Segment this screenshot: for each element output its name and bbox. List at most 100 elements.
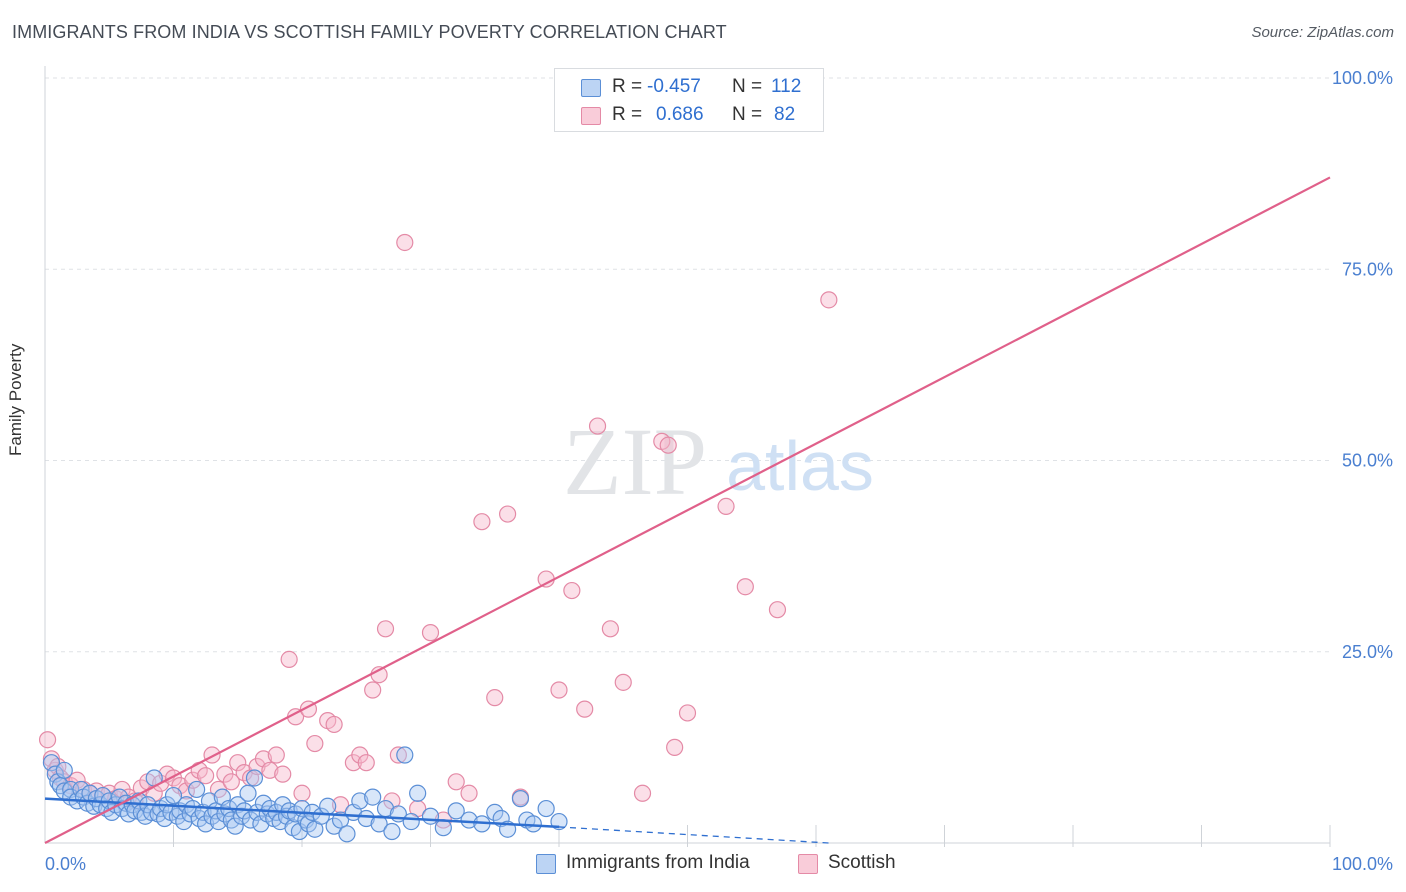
n-label: N = bbox=[732, 76, 763, 97]
chart-title: IMMIGRANTS FROM INDIA VS SCOTTISH FAMILY… bbox=[12, 22, 727, 42]
y-tick-label: 50.0% bbox=[1342, 451, 1393, 471]
watermark-zip: ZIP bbox=[563, 408, 707, 515]
y-tick-label: 100.0% bbox=[1332, 68, 1393, 88]
scottish-point bbox=[550, 681, 568, 699]
scottish-point bbox=[357, 754, 375, 772]
n-label: N = bbox=[732, 104, 763, 125]
india-point bbox=[155, 809, 174, 828]
scottish-point bbox=[820, 291, 838, 309]
r-label: R = bbox=[612, 76, 643, 97]
scottish-point bbox=[666, 738, 684, 756]
gridlines bbox=[45, 77, 1330, 653]
y-tick-label: 75.0% bbox=[1342, 259, 1393, 279]
legend-label-india: Immigrants from India bbox=[566, 852, 750, 873]
india-point bbox=[357, 809, 375, 828]
india-legend-swatch bbox=[536, 854, 556, 874]
trend-lines bbox=[44, 176, 1331, 844]
india-point bbox=[188, 780, 206, 799]
india-trend-extension bbox=[558, 826, 829, 844]
scottish-point bbox=[486, 689, 504, 707]
india-point bbox=[486, 803, 504, 822]
x-tick-label-min: 0.0% bbox=[45, 854, 86, 874]
scottish-legend-swatch bbox=[798, 854, 818, 874]
scottish-point bbox=[331, 796, 350, 814]
india-point bbox=[55, 761, 73, 779]
source-label: Source: ZipAtlas.com bbox=[1251, 24, 1394, 41]
r-value-india: -0.457 bbox=[647, 76, 701, 97]
india-point bbox=[421, 807, 440, 825]
india-point bbox=[245, 769, 264, 787]
scottish-point bbox=[563, 581, 581, 600]
scottish-point bbox=[229, 754, 247, 772]
scottish-point bbox=[460, 784, 478, 802]
series-scottish-points bbox=[38, 233, 838, 829]
india-swatch bbox=[581, 79, 601, 97]
scottish-swatch bbox=[581, 107, 601, 125]
stats-row-india: R = -0.457 N = 112 bbox=[555, 73, 823, 101]
scottish-point bbox=[261, 761, 279, 779]
stats-row-scottish: R = 0.686 N = 82 bbox=[555, 101, 823, 129]
india-point bbox=[511, 790, 530, 808]
series-india-points bbox=[42, 746, 568, 843]
india-point bbox=[396, 746, 414, 764]
scottish-point bbox=[601, 620, 620, 638]
r-value-scottish: 0.686 bbox=[656, 104, 704, 125]
scottish-point bbox=[274, 765, 292, 783]
india-point bbox=[226, 817, 244, 835]
scottish-point bbox=[222, 773, 240, 791]
scottish-point bbox=[306, 734, 324, 753]
india-point bbox=[164, 786, 183, 805]
scottish-point bbox=[614, 673, 632, 691]
scottish-point bbox=[717, 497, 735, 515]
axes bbox=[44, 66, 1331, 847]
scottish-point bbox=[396, 233, 414, 252]
scottish-point bbox=[537, 570, 555, 588]
scottish-point bbox=[768, 601, 787, 619]
scottish-point bbox=[499, 505, 517, 523]
x-tick-label-max: 100.0% bbox=[1332, 854, 1393, 874]
india-point bbox=[460, 811, 478, 829]
india-point bbox=[351, 792, 369, 810]
india-point bbox=[319, 797, 337, 815]
india-point bbox=[252, 815, 270, 833]
india-point bbox=[364, 788, 382, 806]
scottish-point bbox=[473, 513, 491, 531]
scottish-point bbox=[736, 578, 754, 596]
watermark-atlas: atlas bbox=[726, 427, 874, 505]
india-point bbox=[325, 817, 343, 835]
r-label: R = bbox=[612, 104, 643, 125]
scottish-point bbox=[364, 681, 382, 699]
scottish-point bbox=[447, 773, 465, 791]
scottish-point bbox=[293, 784, 311, 802]
india-point bbox=[537, 799, 555, 818]
india-point bbox=[447, 802, 465, 820]
scottish-point bbox=[576, 700, 594, 718]
legend-label-scottish: Scottish bbox=[828, 852, 896, 873]
scottish-point bbox=[421, 624, 440, 642]
scottish-point bbox=[68, 771, 86, 789]
n-value-india: 112 bbox=[771, 76, 802, 97]
scottish-trend-line bbox=[44, 176, 1331, 844]
scottish-point bbox=[376, 620, 395, 638]
india-point bbox=[239, 784, 257, 802]
n-value-scottish: 82 bbox=[774, 104, 796, 125]
scottish-point bbox=[38, 731, 57, 749]
scottish-point bbox=[678, 704, 697, 722]
india-trend-line bbox=[44, 797, 560, 829]
y-tick-label: 25.0% bbox=[1342, 642, 1393, 662]
scottish-point bbox=[659, 436, 677, 454]
india-point bbox=[338, 825, 356, 843]
india-point bbox=[184, 799, 202, 818]
india-point bbox=[383, 822, 401, 841]
stats-legend: R = -0.457 N = 112 R = 0.686 N = 82 bbox=[554, 68, 824, 132]
watermark: ZIP atlas bbox=[563, 408, 874, 515]
scottish-point bbox=[267, 746, 285, 764]
india-point bbox=[312, 807, 330, 825]
india-point bbox=[524, 815, 542, 833]
india-point bbox=[409, 784, 427, 802]
scottish-point bbox=[203, 746, 221, 764]
india-point bbox=[402, 812, 420, 831]
scottish-point bbox=[389, 746, 407, 764]
scottish-point bbox=[588, 417, 607, 435]
